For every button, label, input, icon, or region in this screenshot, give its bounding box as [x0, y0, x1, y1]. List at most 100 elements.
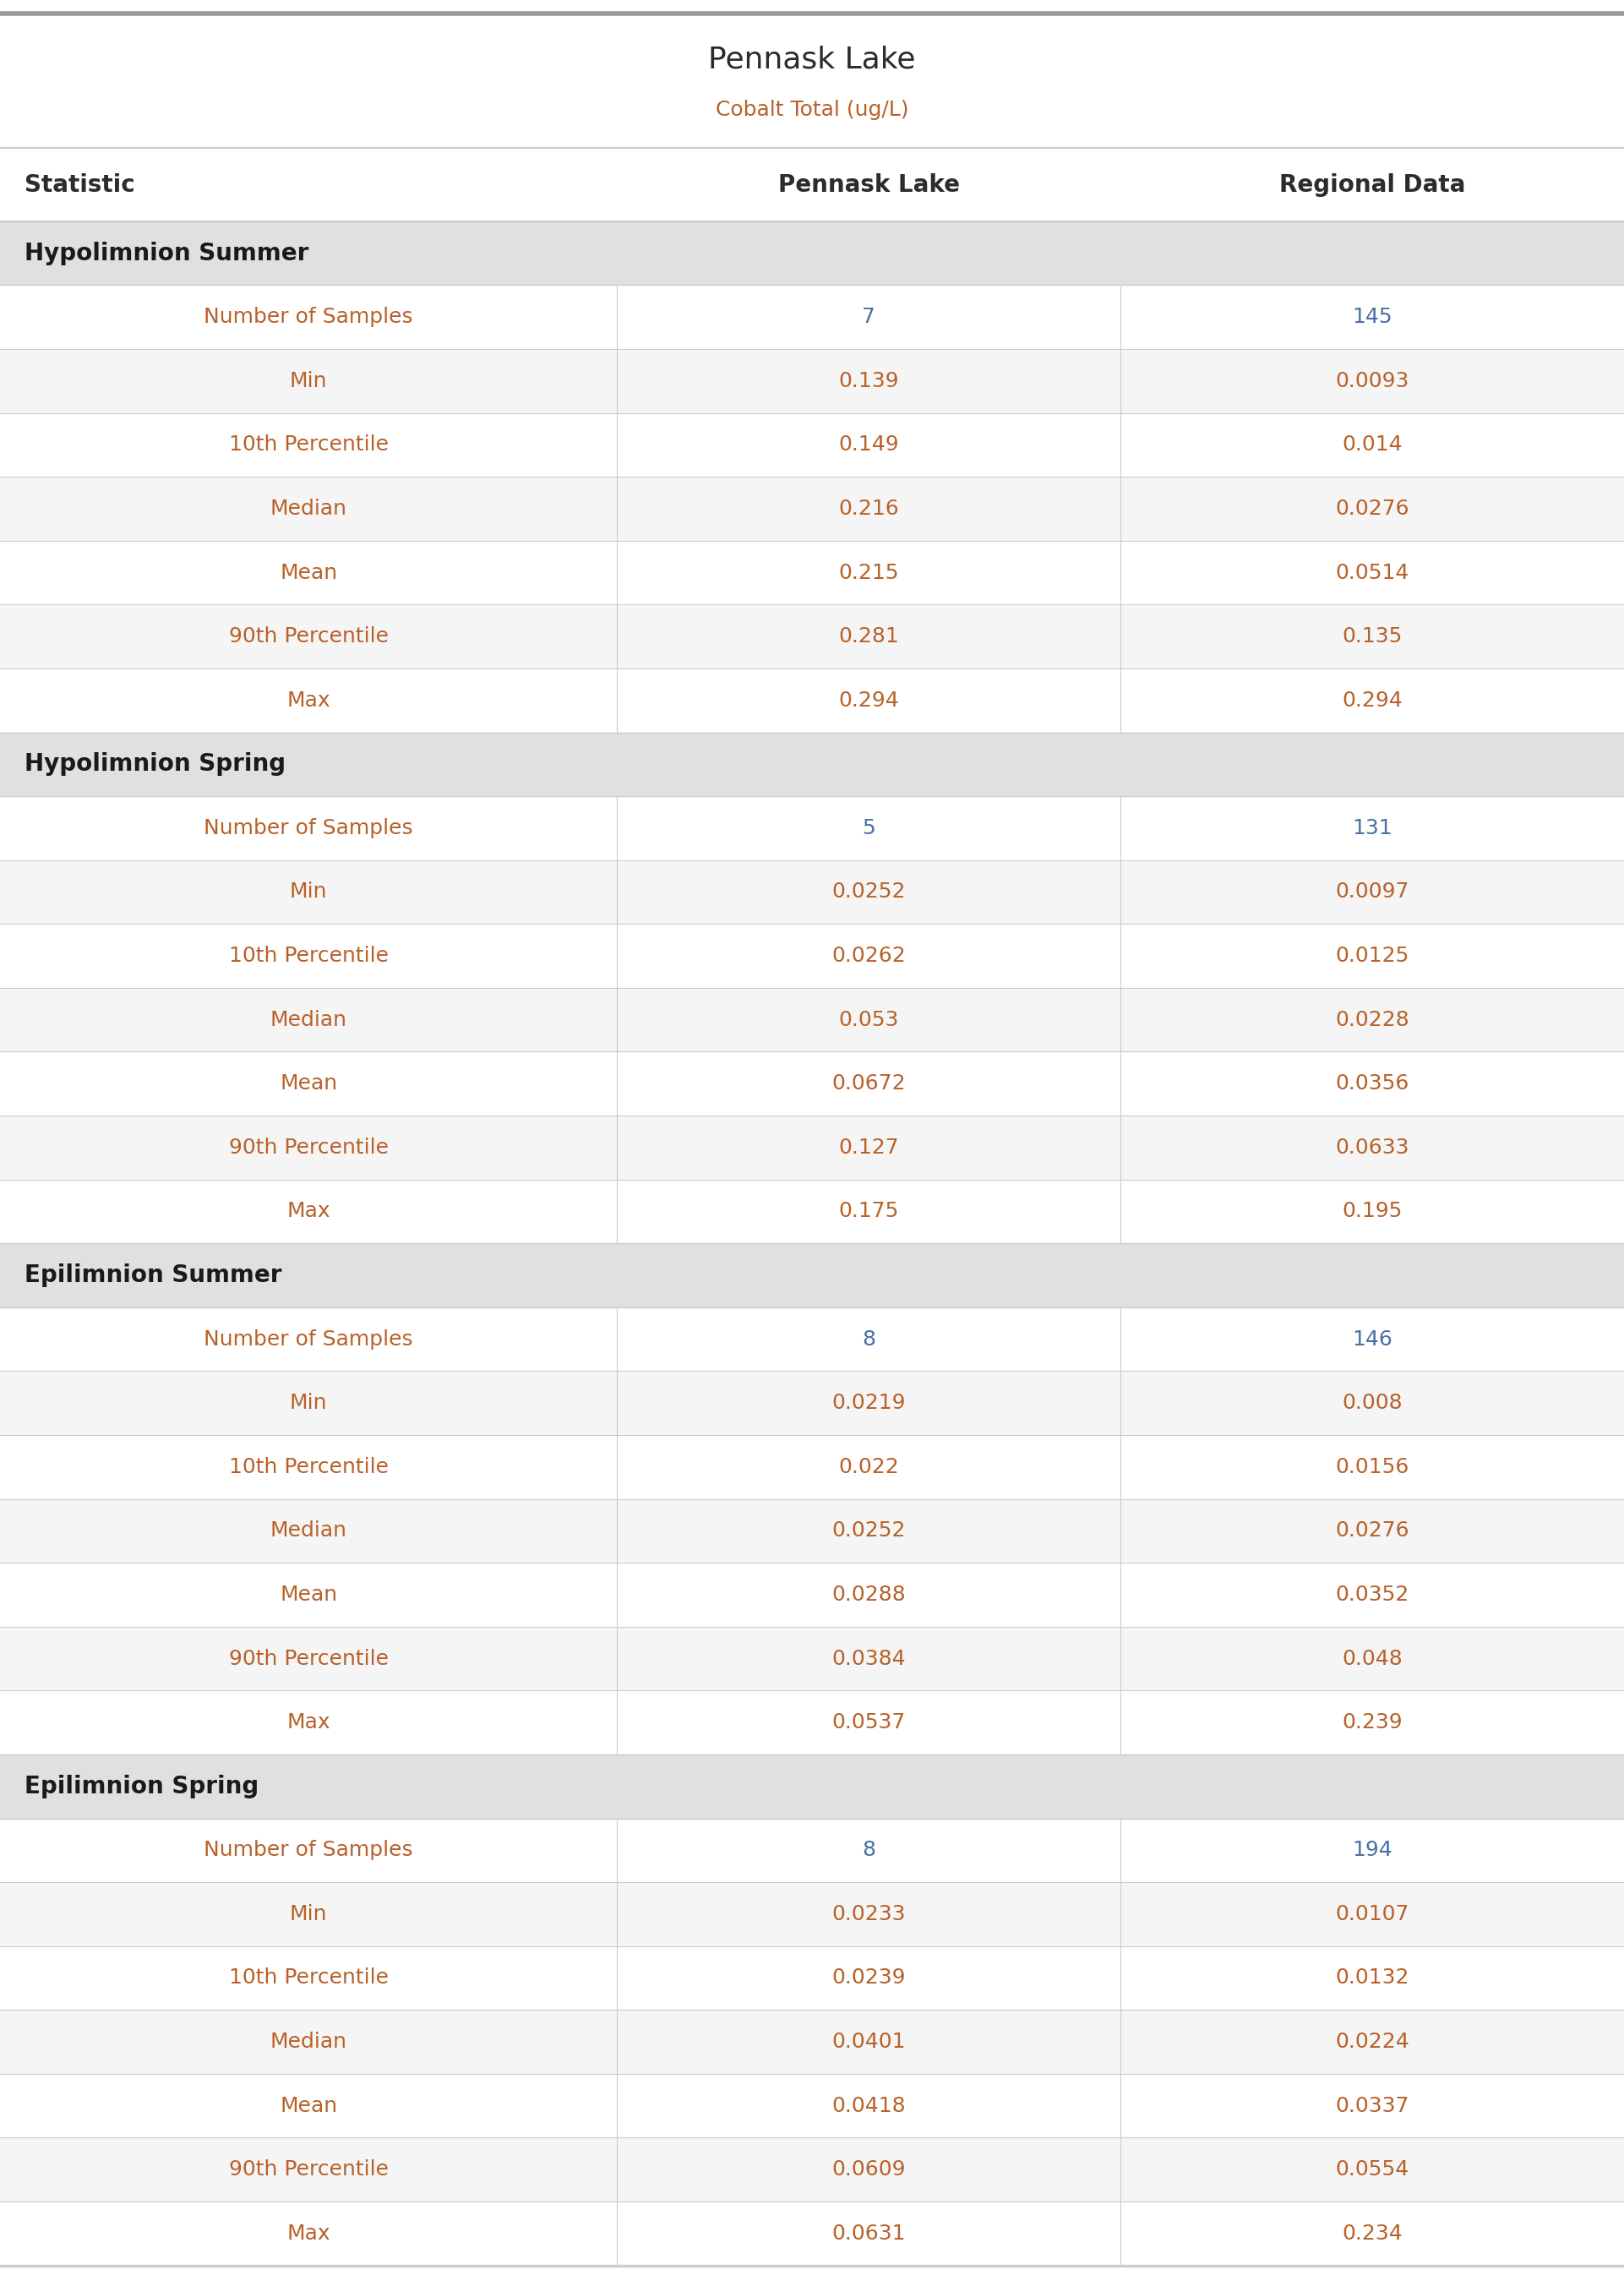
Bar — [0, 2009, 1624, 2075]
Bar — [0, 797, 1624, 860]
Text: 0.239: 0.239 — [1341, 1712, 1403, 1732]
Text: Min: Min — [289, 881, 328, 901]
Text: 0.0554: 0.0554 — [1335, 2159, 1410, 2179]
Text: 8: 8 — [862, 1328, 875, 1348]
Bar — [0, 1755, 1624, 1818]
Text: Min: Min — [289, 1394, 328, 1414]
Text: 0.0537: 0.0537 — [831, 1712, 906, 1732]
Text: 0.216: 0.216 — [838, 499, 900, 520]
Text: 0.0401: 0.0401 — [831, 2032, 906, 2052]
Text: Max: Max — [287, 690, 330, 711]
Text: 131: 131 — [1353, 817, 1392, 838]
Bar — [0, 604, 1624, 667]
Text: Hypolimnion Summer: Hypolimnion Summer — [24, 241, 309, 266]
Text: Number of Samples: Number of Samples — [205, 1841, 412, 1861]
Text: 0.053: 0.053 — [838, 1010, 900, 1031]
Text: 0.0233: 0.0233 — [831, 1905, 906, 1925]
Bar — [0, 860, 1624, 924]
Text: 0.135: 0.135 — [1341, 627, 1403, 647]
Text: 90th Percentile: 90th Percentile — [229, 1648, 388, 1668]
Text: 0.0276: 0.0276 — [1335, 499, 1410, 520]
Bar — [0, 2075, 1624, 2138]
Text: 0.149: 0.149 — [838, 434, 900, 454]
Text: Pennask Lake: Pennask Lake — [708, 45, 916, 73]
Text: 10th Percentile: 10th Percentile — [229, 1457, 388, 1478]
Bar — [0, 413, 1624, 477]
Text: 0.048: 0.048 — [1341, 1648, 1403, 1668]
Bar — [0, 1244, 1624, 1308]
Text: Median: Median — [270, 499, 348, 520]
Text: 0.139: 0.139 — [838, 370, 900, 390]
Bar — [0, 1180, 1624, 1244]
Text: Number of Samples: Number of Samples — [205, 306, 412, 327]
Bar — [0, 1435, 1624, 1498]
Text: 0.0352: 0.0352 — [1335, 1584, 1410, 1605]
Bar — [0, 1945, 1624, 2009]
Text: 0.022: 0.022 — [838, 1457, 900, 1478]
Bar — [0, 1308, 1624, 1371]
Bar — [0, 667, 1624, 733]
Text: 0.0252: 0.0252 — [831, 881, 906, 901]
Bar — [0, 350, 1624, 413]
Text: 0.008: 0.008 — [1341, 1394, 1403, 1414]
Text: 0.0156: 0.0156 — [1335, 1457, 1410, 1478]
Text: 0.0276: 0.0276 — [1335, 1521, 1410, 1541]
Text: 0.195: 0.195 — [1341, 1201, 1403, 1221]
Text: 90th Percentile: 90th Percentile — [229, 2159, 388, 2179]
Text: 0.0097: 0.0097 — [1335, 881, 1410, 901]
Text: Mean: Mean — [279, 2095, 338, 2116]
Text: 0.0132: 0.0132 — [1335, 1968, 1410, 1989]
Text: 0.234: 0.234 — [1341, 2222, 1403, 2243]
Bar — [0, 286, 1624, 350]
Bar — [0, 540, 1624, 604]
Text: 90th Percentile: 90th Percentile — [229, 1137, 388, 1158]
Text: 0.0672: 0.0672 — [831, 1074, 906, 1094]
Bar — [0, 1628, 1624, 1691]
Bar — [0, 1691, 1624, 1755]
Text: 0.0093: 0.0093 — [1335, 370, 1410, 390]
Bar — [0, 2202, 1624, 2265]
Text: 0.294: 0.294 — [838, 690, 900, 711]
Text: Median: Median — [270, 1010, 348, 1031]
Text: Min: Min — [289, 1905, 328, 1925]
Bar — [0, 1371, 1624, 1435]
Text: 10th Percentile: 10th Percentile — [229, 1968, 388, 1989]
Text: Mean: Mean — [279, 1074, 338, 1094]
Bar — [0, 1051, 1624, 1115]
Text: Epilimnion Summer: Epilimnion Summer — [24, 1264, 281, 1287]
Text: Min: Min — [289, 370, 328, 390]
Bar — [0, 733, 1624, 797]
Text: 0.215: 0.215 — [838, 563, 900, 583]
Text: 90th Percentile: 90th Percentile — [229, 627, 388, 647]
Bar — [0, 477, 1624, 540]
Text: Mean: Mean — [279, 1584, 338, 1605]
Text: 0.0337: 0.0337 — [1335, 2095, 1410, 2116]
Text: 0.0384: 0.0384 — [831, 1648, 906, 1668]
Text: 0.0418: 0.0418 — [831, 2095, 906, 2116]
Text: 0.0631: 0.0631 — [831, 2222, 906, 2243]
Text: Cobalt Total (ug/L): Cobalt Total (ug/L) — [716, 100, 908, 120]
Text: 145: 145 — [1353, 306, 1392, 327]
Bar — [0, 1882, 1624, 1945]
Text: Statistic: Statistic — [24, 173, 135, 197]
Text: 0.0252: 0.0252 — [831, 1521, 906, 1541]
Text: Mean: Mean — [279, 563, 338, 583]
Bar — [0, 1818, 1624, 1882]
Text: 0.127: 0.127 — [838, 1137, 900, 1158]
Text: 0.0609: 0.0609 — [831, 2159, 906, 2179]
Text: 146: 146 — [1353, 1328, 1392, 1348]
Text: 0.0219: 0.0219 — [831, 1394, 906, 1414]
Text: Hypolimnion Spring: Hypolimnion Spring — [24, 751, 286, 776]
Text: Pennask Lake: Pennask Lake — [778, 173, 960, 197]
Text: 0.0125: 0.0125 — [1335, 947, 1410, 967]
Bar — [0, 2138, 1624, 2202]
Text: Regional Data: Regional Data — [1280, 173, 1465, 197]
Bar — [0, 1562, 1624, 1628]
Text: 5: 5 — [862, 817, 875, 838]
Text: 194: 194 — [1353, 1841, 1392, 1861]
Text: 0.281: 0.281 — [838, 627, 900, 647]
Bar — [0, 1115, 1624, 1180]
Text: 0.0262: 0.0262 — [831, 947, 906, 967]
Text: Epilimnion Spring: Epilimnion Spring — [24, 1775, 258, 1798]
Text: 0.014: 0.014 — [1341, 434, 1403, 454]
